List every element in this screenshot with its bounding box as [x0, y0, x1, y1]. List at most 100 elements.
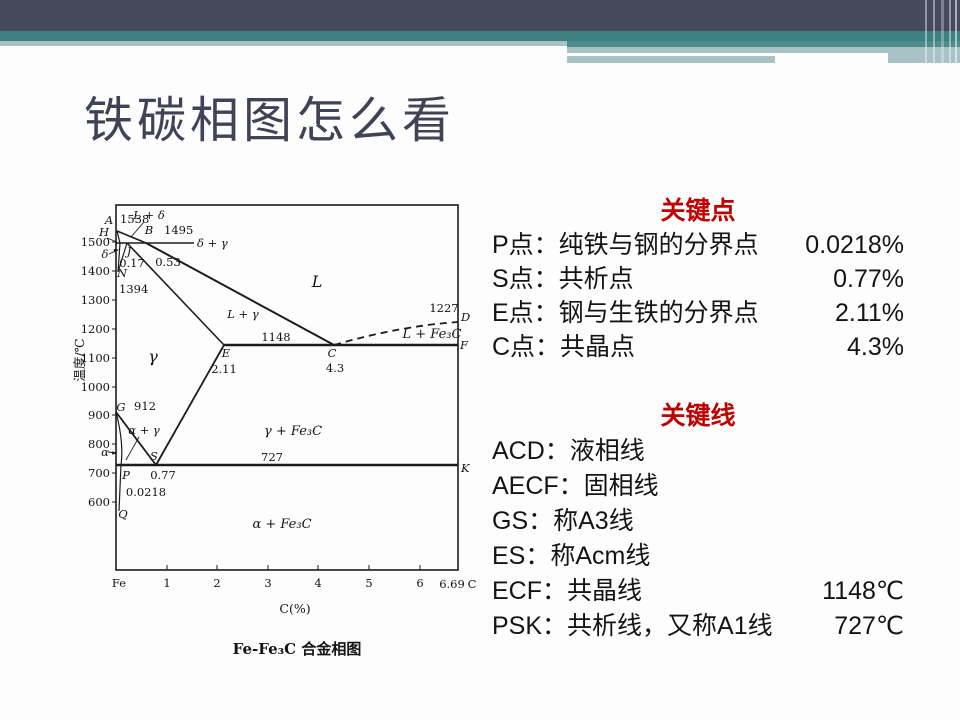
region-label-gamma-Fe3C: γ + Fe₃C — [264, 424, 322, 439]
key-line-label: ES：称Acm线 — [492, 542, 651, 570]
diagram-label-G: G — [116, 400, 125, 414]
y-tick-label: 1000 — [81, 380, 110, 394]
diagram-label-delta-gamma: δ + γ — [197, 236, 228, 250]
diagram-label-211: 2.11 — [211, 362, 237, 376]
x-tick-label: 1 — [163, 576, 170, 590]
region-label-L-gamma: L + γ — [226, 307, 259, 321]
key-points-section: 关键点 P点：纯铁与钢的分界点 0.0218% S点：共析点 0.77% E点：… — [492, 194, 904, 364]
header-band-light-lower — [567, 56, 775, 63]
key-points-heading: 关键点 — [660, 197, 736, 225]
diagram-label-017: 0.17 — [119, 256, 145, 270]
x-tick-label: 6.69 — [439, 577, 465, 591]
region-label-alpha-gamma: α + γ — [128, 423, 160, 437]
x-tick-label: 3 — [264, 576, 271, 590]
line-Acm-ES — [155, 344, 225, 466]
diagram-label-delta: δ — [102, 247, 109, 261]
line-GP — [115, 411, 123, 466]
diagram-label-alpha: α — [101, 445, 109, 459]
diagram-label-00218: 0.0218 — [126, 485, 166, 499]
diagram-label-727: 727 — [261, 450, 283, 464]
page-title: 铁碳相图怎么看 — [84, 94, 456, 148]
alpha-arrowhead — [112, 451, 118, 455]
diagram-label-E: E — [221, 346, 231, 360]
diagram-label-912: 912 — [134, 399, 156, 413]
diagram-label-A: A — [104, 213, 113, 227]
y-tick-label: 1500 — [81, 235, 110, 249]
x-tick-label: C — [468, 577, 477, 591]
region-label-alpha-Fe3C: α + Fe₃C — [252, 517, 311, 532]
line-solidus-JE — [126, 242, 225, 346]
diagram-label-C: C — [328, 346, 337, 360]
line-CD-dashed — [333, 321, 459, 346]
x-tick-label: Fe — [112, 576, 126, 590]
line-liquidus-BC — [145, 242, 335, 346]
key-line-row: AECF：固相线 — [492, 469, 904, 504]
diagram-caption: Fe-Fe₃C 合金相图 — [233, 640, 362, 658]
diagram-label-43: 4.3 — [326, 361, 344, 375]
key-line-row: ES：称Acm线 — [492, 539, 904, 574]
y-axis-title: 温度/℃ — [72, 338, 87, 381]
line-A3-GS — [115, 411, 157, 466]
diagram-label-F: F — [459, 338, 469, 352]
key-line-label: ECF：共晶线 — [492, 577, 643, 605]
diagram-label-1148: 1148 — [261, 330, 290, 344]
key-point-label: S点：共析点 — [492, 265, 634, 293]
header-stripe — [955, 0, 957, 63]
y-tick-label: 1400 — [81, 264, 110, 278]
diagram-label-1227: 1227 — [429, 301, 458, 315]
region-label-gamma: γ — [148, 347, 158, 366]
y-tick-label: 800 — [88, 437, 110, 451]
header-band-teal-right — [567, 41, 960, 47]
diagram-label-H: H — [98, 225, 110, 239]
region-label-L: L — [311, 272, 323, 291]
x-axis-ticks — [166, 565, 421, 570]
leader-alpha-gamma — [125, 436, 140, 461]
delta-arrowhead — [113, 249, 119, 253]
key-lines-heading: 关键线 — [660, 402, 736, 430]
y-axis-labels: 1500 1400 1300 1200 1100 1000 900 800 70… — [81, 235, 110, 509]
key-point-label: E点：钢与生铁的分界点 — [492, 299, 759, 327]
key-point-label: C点：共晶点 — [492, 333, 636, 361]
key-line-value: 1148℃ — [822, 577, 904, 605]
key-point-row: P点：纯铁与钢的分界点 0.0218% — [492, 228, 904, 262]
x-tick-label: 5 — [365, 576, 372, 590]
diagram-label-077: 0.77 — [150, 468, 176, 482]
key-point-row: C点：共晶点 4.3% — [492, 330, 904, 364]
leader-L-delta — [130, 221, 145, 238]
header-stripe — [925, 0, 927, 63]
key-line-label: GS：称A3线 — [492, 507, 634, 535]
key-point-value: 0.77% — [833, 265, 904, 293]
header-band-light-right — [567, 47, 960, 53]
phase-diagram: 1500 1400 1300 1200 1100 1000 900 800 70… — [72, 204, 477, 658]
key-point-value: 4.3% — [847, 333, 904, 361]
y-tick-label: 700 — [88, 466, 110, 480]
header-band-light — [0, 41, 960, 46]
header-band-dark — [0, 0, 960, 31]
diagram-label-1495: 1495 — [164, 223, 193, 237]
diagram-label-K: K — [460, 461, 471, 475]
key-point-value: 0.0218% — [805, 231, 904, 259]
diagram-label-Q: Q — [118, 507, 128, 521]
diagram-label-053: 0.53 — [155, 255, 181, 269]
x-tick-label: 6 — [416, 576, 423, 590]
line-PQ — [118, 464, 122, 512]
leader-H — [106, 237, 118, 243]
line-NJ — [117, 242, 128, 273]
y-tick-label: 900 — [88, 408, 110, 422]
diagram-label-1538: 1538 — [120, 212, 149, 226]
key-point-value: 2.11% — [834, 299, 904, 327]
diagram-label-1394: 1394 — [119, 282, 148, 296]
key-line-row: ECF：共晶线 1148℃ — [492, 574, 904, 609]
diagram-label-S: S — [150, 449, 158, 463]
y-tick-label: 1200 — [81, 322, 110, 336]
diagram-label-P: P — [121, 468, 130, 482]
key-line-label: AECF：固相线 — [492, 472, 659, 500]
header-stripe — [933, 0, 935, 63]
diagram-label-J: J — [125, 244, 133, 258]
y-tick-label: 600 — [88, 495, 110, 509]
key-lines-section: 关键线 ACD：液相线 AECF：固相线 GS：称A3线 ES：称Acm线 EC… — [492, 398, 904, 644]
key-point-row: E点：钢与生铁的分界点 2.11% — [492, 296, 904, 330]
key-line-label: ACD：液相线 — [492, 437, 645, 465]
x-tick-label: 2 — [213, 576, 220, 590]
key-point-label: P点：纯铁与钢的分界点 — [492, 231, 759, 259]
